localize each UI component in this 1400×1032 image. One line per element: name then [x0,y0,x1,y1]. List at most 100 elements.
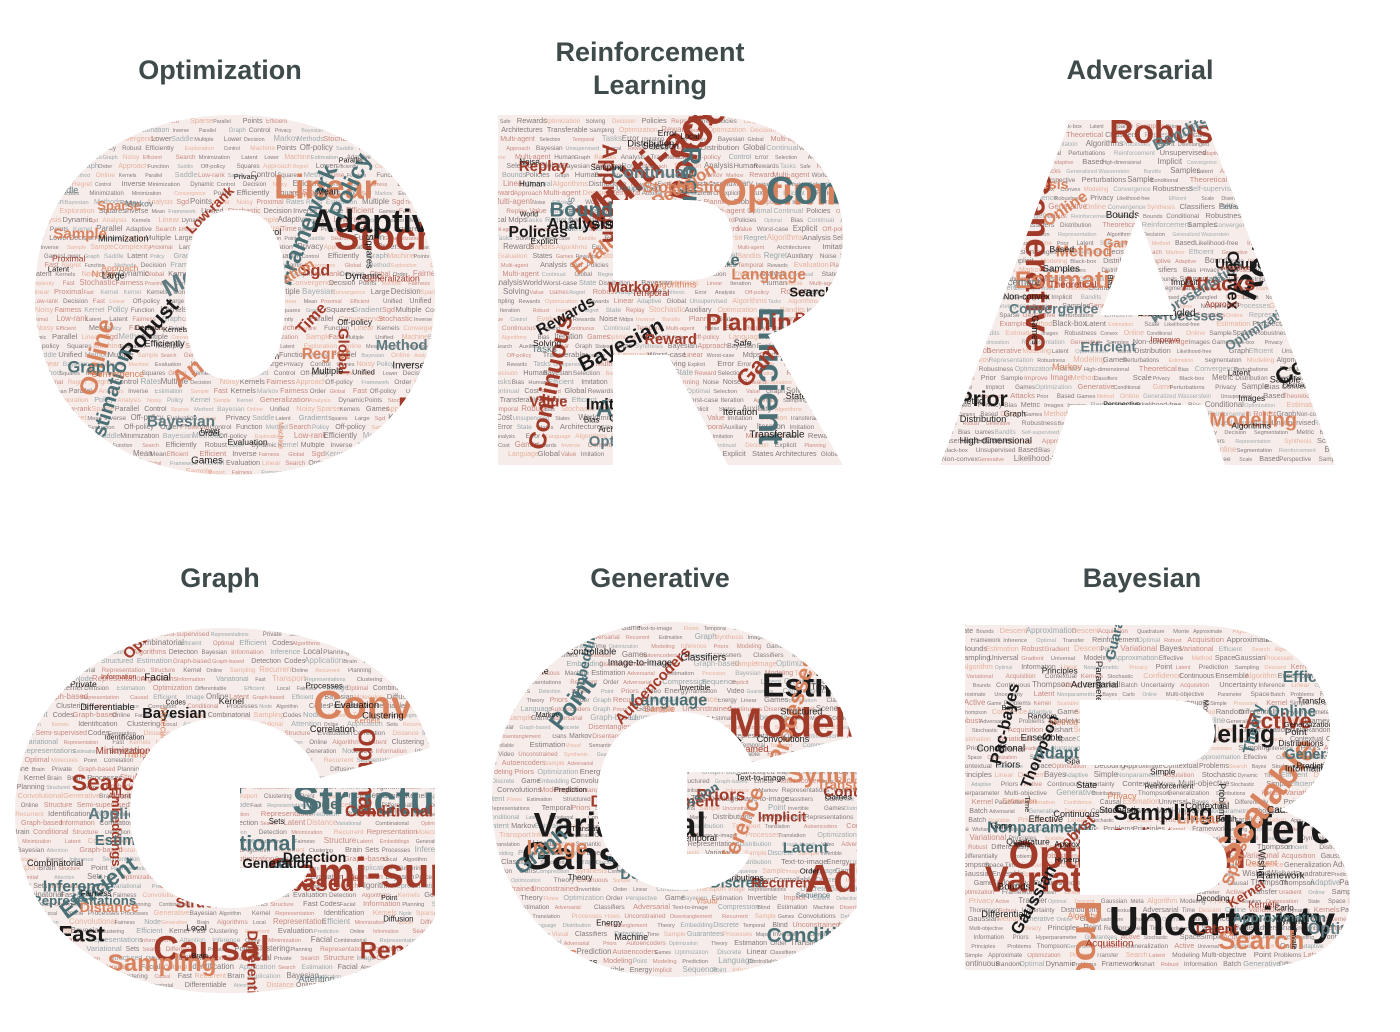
filler-word: Transferable [790,416,824,422]
filler-word: Algorithms [732,296,767,305]
filler-word: Transfer [1018,896,1047,905]
filler-word: Correlation [104,758,133,764]
filler-word: Analysis [493,278,522,287]
filler-word: Guarantees [1085,934,1117,941]
filler-word: Energy [718,698,737,704]
filler-word: Method [1168,737,1186,743]
filler-word: Off-policy [131,413,164,422]
filler-word: Inverse [561,443,580,449]
filler-word: Minimization [148,182,180,188]
filler-word: Privacy [978,400,1003,409]
filler-word: Maps [756,932,769,938]
filler-word: Distance [163,755,193,764]
cloud-word: Structure [176,895,242,911]
cloud-word: Evaluation [334,700,379,711]
filler-word: Efficient [346,206,375,215]
cloud-word: Convergence [1009,300,1098,316]
filler-word: Molecules [51,758,78,764]
filler-word: Contextual [1107,908,1133,914]
filler-word: Optimal [1048,899,1067,905]
filler-word: Rewards [519,299,541,305]
cloud-word: Auxiliary [595,218,628,228]
cloud-word: Quadrature [1006,836,1050,846]
filler-word: Kernels [1330,916,1351,923]
filler-word: Energy [827,857,850,866]
cloud-word: Hyperparameter [1055,855,1111,864]
filler-word: Optimization [54,902,85,908]
filler-word: Codes [283,712,301,719]
cloud-word: Segmentation [150,780,243,796]
filler-word: Representation [1058,249,1104,256]
filler-word: Image [1071,439,1086,445]
cloud-word: Decoding [1197,894,1230,903]
filler-word: Prediction [1166,926,1189,932]
cloud-word: Translation [571,824,607,833]
filler-word: Stochastic [228,206,262,215]
filler-word: Lower [316,161,337,170]
filler-word: Analysis [117,397,140,404]
filler-word: Point [1100,646,1114,653]
filler-word: Sample [1127,175,1153,184]
filler-word: Game [1153,383,1172,391]
filler-word: Imitation [713,434,733,440]
filler-word: Private [1312,754,1334,761]
filler-word: Generative [231,737,269,746]
filler-word: Lower [224,136,243,143]
filler-word: Kernel [47,980,69,989]
filler-word: Theoretical [1102,222,1137,229]
filler-word: Estimation [73,749,97,755]
filler-word: Optimization [543,118,580,125]
filler-word: Fast [102,974,113,980]
cloud-word: Regret [302,346,350,363]
cloud-word: Kernels [355,716,381,725]
filler-word: Descent [1072,626,1100,635]
filler-word: Gans [552,734,566,740]
filler-word: States [718,316,738,323]
filler-word: Games [587,333,610,341]
filler-word: Distance [67,647,97,656]
filler-word: Time [281,224,297,233]
filler-word: Images [1035,249,1058,256]
filler-word: Value [746,389,760,395]
filler-word: Sparse [328,461,345,467]
filler-word: Sample [733,659,757,668]
filler-word: Diffusion [209,757,234,764]
filler-word: Cost [631,235,645,242]
filler-word: Latent [400,362,415,368]
filler-word: Proximal [145,281,165,287]
cloud-word: Global [609,414,637,425]
filler-word: Algorithms [141,674,177,683]
filler-word: Generalized Wasserstein [1066,169,1129,175]
filler-word: Algorithm [276,704,298,710]
filler-word: Perturbations [1123,357,1159,364]
filler-word: Segmentation [71,632,106,638]
filler-word: Modeling [603,956,632,965]
filler-word: Search [1182,743,1207,752]
filler-word: Compression [646,697,682,704]
filler-word: Search [228,776,245,782]
filler-word: Modeling [539,786,568,794]
filler-word: Inverse [322,119,339,125]
filler-word: Contextual [1276,755,1300,761]
cloud-word: Implicit [758,810,807,825]
filler-word: Sample [657,785,683,794]
filler-word: Optimal [1313,809,1333,815]
filler-word: Search [698,188,721,197]
filler-word: Application [357,863,392,872]
filler-word: Parameter [1218,692,1242,698]
filler-word: Time [1264,773,1277,779]
filler-word: Unconstrained [518,751,557,758]
filler-word: Thompson [1032,680,1070,689]
filler-word: Low-rank [295,326,317,332]
filler-word: Structure [284,730,310,737]
filler-word: Games [655,950,672,956]
filler-word: Convex [1122,457,1140,463]
filler-word: Unified [409,297,431,305]
filler-word: Image [1176,313,1190,319]
cloud-word: Random [1028,712,1057,721]
filler-word: Processes [1122,141,1150,148]
filler-word: Optimal [764,218,782,224]
filler-word: Differential [12,875,38,881]
filler-word: Generative [1167,717,1202,725]
filler-word: Facial [337,962,358,971]
